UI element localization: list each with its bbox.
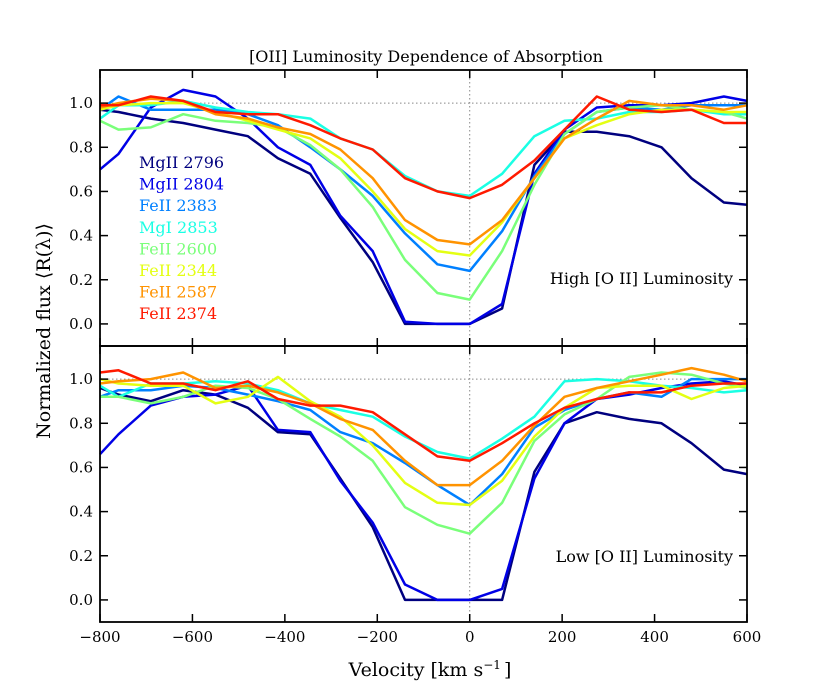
x-tick-label: −800 <box>79 628 120 646</box>
y-tick-label: 0.4 <box>69 227 93 245</box>
series-feii-2600 <box>100 371 748 535</box>
x-tick-label: 200 <box>548 628 577 646</box>
x-tick-label: 600 <box>733 628 762 646</box>
series-feii-2383 <box>99 377 747 507</box>
x-tick-label: −400 <box>264 628 305 646</box>
legend-entry: FeII 2587 <box>139 283 217 302</box>
x-axis-label: Velocity [km s−1] <box>348 658 512 681</box>
series-feii-2587 <box>99 366 748 487</box>
y-tick-label: 0.8 <box>69 138 93 156</box>
y-tick-labels: 0.0 0.2 0.4 0.6 0.8 1.0 0.0 0.2 0.4 0.6 0.8 1.0 <box>69 94 93 609</box>
y-tick-label: 1.0 <box>69 370 93 388</box>
y-tick-label: 0.6 <box>69 458 93 476</box>
legend-entry: FeII 2383 <box>139 196 217 215</box>
legend-entry: FeII 2374 <box>139 304 217 323</box>
legend-entry: MgII 2804 <box>139 175 224 194</box>
y-tick-label: 1.0 <box>69 94 93 112</box>
series-mgii-2804 <box>99 380 748 602</box>
legend-entry: MgII 2796 <box>139 153 224 172</box>
x-tick-label: −200 <box>357 628 398 646</box>
y-tick-label: 0.0 <box>69 591 93 609</box>
series-feii-2344 <box>99 375 748 507</box>
series-feii-2374 <box>100 95 747 200</box>
legend-entry: FeII 2344 <box>139 261 217 280</box>
x-tick-labels: −800 −600 −400 −200 0 200 400 600 <box>79 628 761 646</box>
y-tick-label: 0.2 <box>69 271 93 289</box>
y-tick-label: 0.6 <box>69 182 93 200</box>
panel-low-luminosity: Low [O II] Luminosity <box>99 345 748 623</box>
y-tick-label: 0.0 <box>69 315 93 333</box>
panel-label: Low [O II] Luminosity <box>556 547 733 566</box>
y-tick-label: 0.4 <box>69 503 93 521</box>
series-feii-2383 <box>99 95 747 273</box>
panel-label: High [O II] Luminosity <box>550 269 733 288</box>
panel-frame <box>99 345 748 623</box>
legend-entry: FeII 2600 <box>139 239 217 258</box>
y-tick-label: 0.8 <box>69 414 93 432</box>
legend-entry: MgI 2853 <box>139 218 218 237</box>
series-feii-2600 <box>99 104 748 301</box>
y-axis-label: Normalized flux ⟨R(λ)⟩ <box>33 223 55 439</box>
legend: MgII 2796 MgII 2804 FeII 2383 MgI 2853 FeII … <box>139 153 224 323</box>
x-tick-label: 400 <box>640 628 669 646</box>
x-tick-label: −600 <box>172 628 213 646</box>
chart-title: [OII] Luminosity Dependence of Absorptio… <box>249 47 603 66</box>
x-tick-label: 0 <box>465 628 475 646</box>
series-feii-2374 <box>99 369 747 463</box>
y-tick-label: 0.2 <box>69 547 93 565</box>
panel-high-luminosity: High [O II] Luminosity <box>99 69 748 347</box>
